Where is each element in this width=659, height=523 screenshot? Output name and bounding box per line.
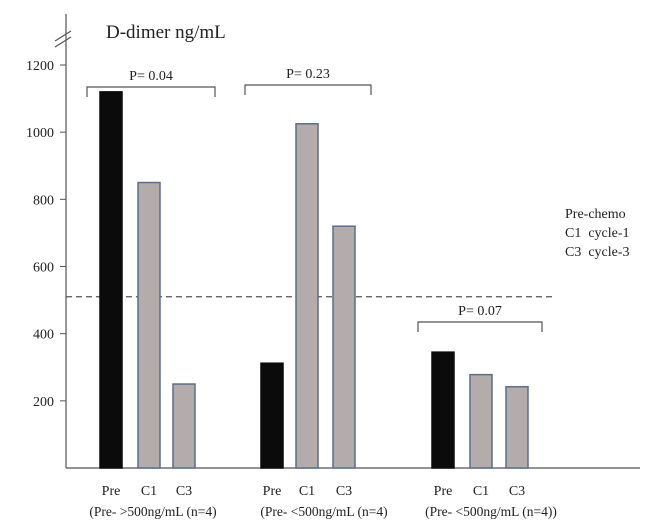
p-value-bracket [417, 321, 543, 332]
y-tick-label: 800 [33, 193, 54, 208]
p-value-bracket [244, 84, 372, 95]
chart-title: D-dimer ng/mL [106, 22, 226, 43]
legend: Pre-chemo C1 cycle-1 C3 cycle-3 [565, 207, 630, 260]
y-tick-label: 600 [33, 261, 54, 276]
bar-c1-group-3 [469, 373, 493, 469]
bar-c1-group-2 [295, 123, 319, 469]
x-tick-label: C1 [473, 484, 489, 499]
x-tick-label: C3 [336, 484, 352, 499]
bar-c3-group-3 [505, 385, 529, 469]
y-axis-ticks: 200 400 600 800 1000 1200 [26, 59, 66, 410]
y-tick-label: 1200 [26, 59, 54, 74]
x-tick-label: Pre [263, 484, 282, 499]
axis-break-mark [54, 36, 72, 48]
p-value-label: P= 0.07 [458, 304, 502, 319]
group-caption: (Pre- <500ng/mL (n=4)) [425, 504, 557, 519]
x-tick-label: C3 [176, 484, 192, 499]
bar-pre-group-1 [99, 91, 123, 469]
bar-pre-group-3 [431, 351, 455, 469]
x-tick-label: Pre [102, 484, 121, 499]
p-value-bracket [86, 86, 216, 97]
y-tick-label: 1000 [26, 126, 54, 141]
legend-line: C3 cycle-3 [565, 245, 630, 260]
legend-line: Pre-chemo [565, 207, 626, 222]
legend-line: C1 cycle-1 [565, 226, 630, 241]
p-value-label: P= 0.23 [286, 67, 330, 82]
bar-pre-group-2 [260, 362, 284, 469]
bar-c3-group-2 [332, 225, 356, 469]
group-caption: (Pre- <500ng/mL (n=4) [260, 504, 387, 519]
x-tick-label: Pre [434, 484, 453, 499]
y-tick-label: 200 [33, 395, 54, 410]
y-tick-label: 400 [33, 328, 54, 343]
bars [99, 91, 529, 469]
group-caption: (Pre- >500ng/mL (n=4) [89, 504, 216, 519]
x-axis-labels: Pre C1 C3 (Pre- >500ng/mL (n=4) Pre C1 C3 (Pre-… [89, 484, 556, 519]
p-value-label: P= 0.04 [129, 69, 173, 84]
axis-break-mark [54, 30, 72, 42]
bar-c1-group-1 [137, 181, 161, 469]
x-tick-label: C1 [141, 484, 157, 499]
x-tick-label: C1 [299, 484, 315, 499]
x-tick-label: C3 [509, 484, 525, 499]
p-value-brackets: P= 0.04 P= 0.23 P= 0.07 [86, 67, 543, 332]
bar-c3-group-1 [172, 383, 196, 469]
